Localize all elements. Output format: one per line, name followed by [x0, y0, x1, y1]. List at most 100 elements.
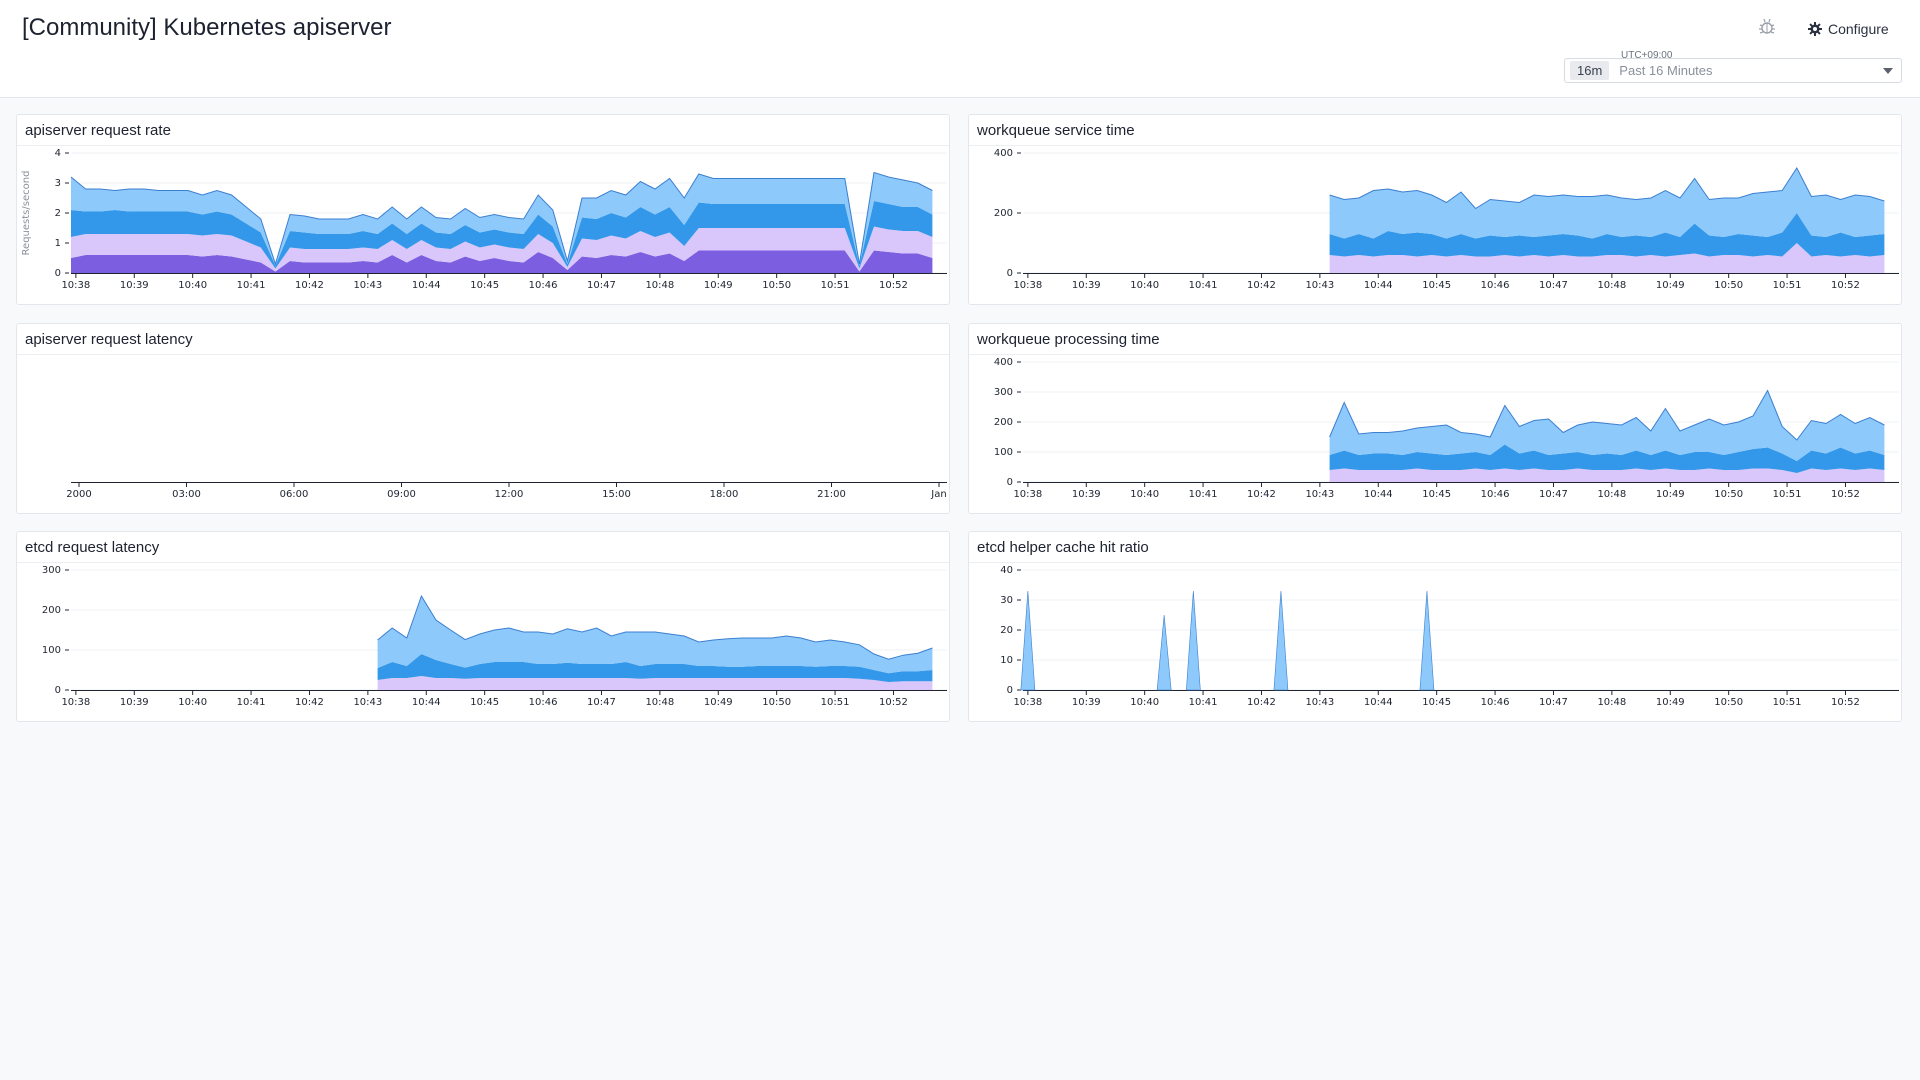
x-tick-label: 10:43 [353, 697, 382, 708]
widget-title: workqueue service time [969, 115, 1901, 146]
x-tick-label: 10:52 [879, 280, 908, 291]
y-tick-label: 400 [994, 357, 1013, 368]
x-tick-label: 10:43 [1305, 280, 1334, 291]
x-tick-label: 10:51 [1773, 697, 1802, 708]
x-tick-label: 10:47 [587, 697, 616, 708]
series-area-1 [1329, 243, 1885, 273]
timezone-label: UTC+09:00 [1621, 50, 1673, 61]
chart-etcd-request-latency: 0 100 200 300 10:38 10:39 10:40 10:41 10:42 10:43… [42, 565, 947, 708]
x-tick-label: 10:39 [1072, 489, 1101, 500]
series-area-1 [1329, 468, 1885, 482]
x-tick-label: 10:39 [120, 697, 149, 708]
y-tick-label: 2 [55, 208, 61, 219]
y-tick-label: 30 [1000, 595, 1013, 606]
series-area-2 [71, 226, 933, 272]
dashboard-header: [Community] Kubernetes apiserver Configu… [0, 0, 1920, 98]
y-tick-label: 20 [1000, 625, 1013, 636]
y-tick-label: 3 [55, 178, 61, 189]
x-tick-label: 2000 [66, 489, 91, 500]
y-tick-label: 0 [1007, 268, 1013, 279]
x-tick-label: 10:42 [1247, 697, 1276, 708]
y-tick-label: 4 [55, 148, 61, 159]
x-tick-label: Jan [930, 489, 946, 500]
x-tick-label: 10:50 [1714, 280, 1743, 291]
x-tick-label: 10:38 [1013, 697, 1042, 708]
x-tick-label: 10:48 [645, 280, 674, 291]
x-tick-label: 10:47 [1539, 697, 1568, 708]
x-tick-label: 10:41 [237, 280, 266, 291]
y-tick-label: 0 [1007, 685, 1013, 696]
series-outline [377, 594, 933, 660]
x-tick-label: 10:46 [529, 697, 558, 708]
x-tick-label: 10:44 [1364, 697, 1393, 708]
x-tick-label: 10:47 [1539, 489, 1568, 500]
configure-label: Configure [1828, 21, 1889, 37]
widget-title: etcd helper cache hit ratio [969, 532, 1901, 563]
series-area-3 [1329, 168, 1885, 239]
widget-etcd-helper-cache-hit-ratio[interactable]: etcd helper cache hit ratio 0 10 20 30 40 10:… [968, 531, 1902, 722]
x-tick-label: 12:00 [495, 489, 524, 500]
x-tick-label: 21:00 [817, 489, 846, 500]
configure-button[interactable]: Configure [1808, 18, 1889, 40]
widget-apiserver-request-latency[interactable]: apiserver request latency 2000 03:00 06:00… [16, 323, 950, 514]
y-tick-label: 100 [994, 447, 1013, 458]
y-axis-label: Requests/second [21, 171, 32, 256]
chevron-down-icon[interactable] [1883, 68, 1893, 74]
widget-workqueue-processing-time[interactable]: workqueue processing time 0 100 200 300 400 1… [968, 323, 1902, 514]
spike-5 [1419, 590, 1435, 691]
widget-apiserver-request-rate[interactable]: apiserver request rate 0 1 2 3 4 10:38 10:39 10… [16, 114, 950, 305]
y-tick-label: 10 [1000, 655, 1013, 666]
chart-etcd-helper-cache-hit-ratio: 0 10 20 30 40 10:38 10:39 10:40 10:41 10:42 10:43 1… [1000, 565, 1899, 708]
y-tick-label: 0 [55, 268, 61, 279]
x-tick-label: 10:46 [1481, 489, 1510, 500]
x-tick-label: 10:41 [1189, 280, 1218, 291]
series-area-4 [71, 172, 933, 266]
x-tick-label: 18:00 [710, 489, 739, 500]
x-tick-label: 10:52 [1831, 280, 1860, 291]
x-tick-label: 10:49 [704, 697, 733, 708]
x-tick-label: 10:43 [1305, 489, 1334, 500]
series-area-2 [1329, 213, 1885, 257]
dashboard-title: [Community] Kubernetes apiserver [22, 14, 392, 41]
x-tick-label: 10:51 [1773, 280, 1802, 291]
x-tick-label: 10:49 [704, 280, 733, 291]
x-tick-label: 10:52 [1831, 489, 1860, 500]
x-tick-label: 10:45 [1422, 489, 1451, 500]
x-tick-label: 10:38 [61, 697, 90, 708]
x-tick-label: 10:40 [178, 280, 207, 291]
chart-workqueue-processing-time: 0 100 200 300 400 10:38 10:39 10:40 10:41 10:42 10… [994, 357, 1899, 500]
x-tick-label: 10:43 [353, 280, 382, 291]
x-tick-label: 10:38 [61, 280, 90, 291]
spike-3 [1186, 590, 1201, 691]
x-tick-label: 10:51 [821, 697, 850, 708]
x-tick-label: 10:50 [1714, 697, 1743, 708]
x-tick-label: 10:45 [1422, 697, 1451, 708]
widget-workqueue-service-time[interactable]: workqueue service time 0 200 400 10:38 10:39… [968, 114, 1902, 305]
x-tick-label: 10:52 [1831, 697, 1860, 708]
y-tick-label: 200 [994, 417, 1013, 428]
x-tick-label: 10:51 [821, 280, 850, 291]
x-tick-label: 10:39 [1072, 280, 1101, 291]
x-tick-label: 10:48 [1597, 280, 1626, 291]
time-range-picker[interactable]: 16m Past 16 Minutes [1564, 58, 1902, 83]
time-range-text: Past 16 Minutes [1619, 63, 1713, 78]
x-tick-label: 10:48 [1597, 697, 1626, 708]
widget-etcd-request-latency[interactable]: etcd request latency 0 100 200 300 10:38 10:3… [16, 531, 950, 722]
x-tick-label: 10:49 [1656, 489, 1685, 500]
x-tick-label: 10:46 [1481, 697, 1510, 708]
widget-title: workqueue processing time [969, 324, 1901, 355]
x-tick-label: 10:41 [1189, 489, 1218, 500]
chart-apiserver-request-latency: 2000 03:00 06:00 09:00 12:00 15:00 18:00 21:00 J… [66, 482, 947, 500]
bug-icon[interactable] [1754, 14, 1780, 40]
x-tick-label: 10:42 [1247, 489, 1276, 500]
x-tick-label: 10:42 [295, 280, 324, 291]
x-tick-label: 10:49 [1656, 697, 1685, 708]
x-tick-label: 10:46 [1481, 280, 1510, 291]
chart-apiserver-request-rate: 0 1 2 3 4 10:38 10:39 10:40 10:41 10:42 10:43 10:44… [21, 148, 947, 291]
x-tick-label: 10:45 [470, 280, 499, 291]
x-tick-label: 10:43 [1305, 697, 1334, 708]
x-tick-label: 10:39 [120, 280, 149, 291]
x-tick-label: 10:44 [1364, 280, 1393, 291]
y-tick-label: 1 [55, 238, 61, 249]
x-tick-label: 10:48 [1597, 489, 1626, 500]
